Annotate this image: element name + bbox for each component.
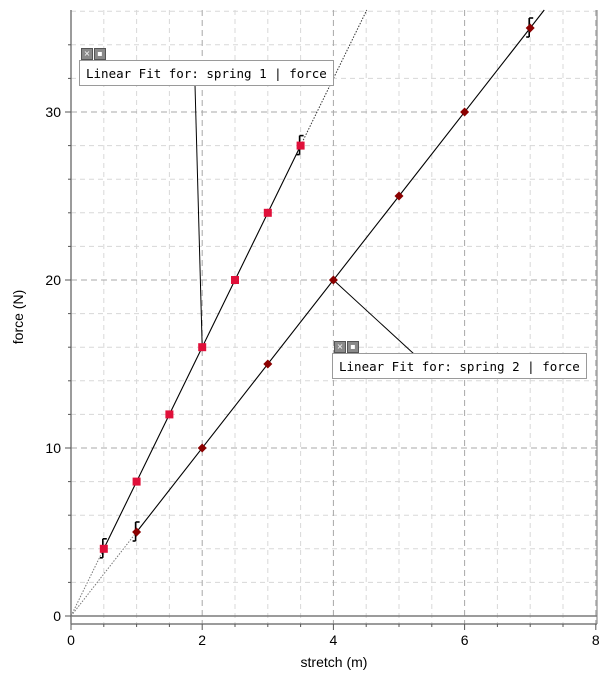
axes xyxy=(65,10,598,630)
tick-labels: 0 2 4 6 8 0 10 20 30 xyxy=(45,104,599,648)
data-point-spring-1 xyxy=(132,477,141,486)
data-point-spring-1 xyxy=(99,544,108,553)
data-point-spring-2 xyxy=(132,527,142,537)
fit-line-spring-2 xyxy=(136,9,545,533)
data-points xyxy=(99,23,535,553)
y-tick-label: 0 xyxy=(53,608,61,624)
close-icon[interactable]: × xyxy=(334,341,346,353)
data-point-spring-2 xyxy=(525,23,535,33)
grid xyxy=(71,10,597,624)
x-tick-label: 0 xyxy=(67,632,75,648)
linear-fit-label-spring-1: Linear Fit for: spring 1 | force xyxy=(86,66,327,81)
close-icon[interactable]: × xyxy=(81,48,93,60)
x-tick-label: 6 xyxy=(461,632,469,648)
options-icon[interactable]: ▪ xyxy=(347,341,359,353)
y-tick-label: 20 xyxy=(45,272,61,288)
data-point-spring-1 xyxy=(231,276,239,284)
annotation-leaders xyxy=(194,84,415,355)
annotation-leader-spring-1 xyxy=(194,84,203,348)
options-icon[interactable]: ▪ xyxy=(94,48,106,60)
linear-fit-box-spring-1[interactable]: × ▪ Linear Fit for: spring 1 | force xyxy=(79,48,334,86)
annotation-leader-spring-2 xyxy=(333,279,415,355)
y-tick-label: 10 xyxy=(45,440,61,456)
data-point-spring-2 xyxy=(197,443,207,453)
data-point-spring-2 xyxy=(460,107,470,117)
linear-fit-box-spring-2[interactable]: × ▪ Linear Fit for: spring 2 | force xyxy=(332,341,587,379)
data-point-spring-1 xyxy=(198,343,207,352)
data-point-spring-2 xyxy=(328,275,338,285)
data-point-spring-1 xyxy=(296,141,305,150)
data-point-spring-2 xyxy=(263,359,273,369)
y-axis-label: force (N) xyxy=(10,290,26,344)
data-point-spring-1 xyxy=(263,208,272,217)
data-point-spring-2 xyxy=(394,191,404,201)
x-tick-label: 8 xyxy=(592,632,599,648)
error-bars xyxy=(99,17,534,559)
linear-fit-label-spring-2: Linear Fit for: spring 2 | force xyxy=(339,359,580,374)
x-axis-label: stretch (m) xyxy=(301,654,368,670)
x-tick-label: 4 xyxy=(330,632,338,648)
x-tick-label: 2 xyxy=(198,632,206,648)
data-point-spring-1 xyxy=(165,410,174,419)
fit-lines xyxy=(70,9,545,617)
y-tick-label: 30 xyxy=(45,104,61,120)
fit-line-spring-1-extension xyxy=(70,548,105,617)
